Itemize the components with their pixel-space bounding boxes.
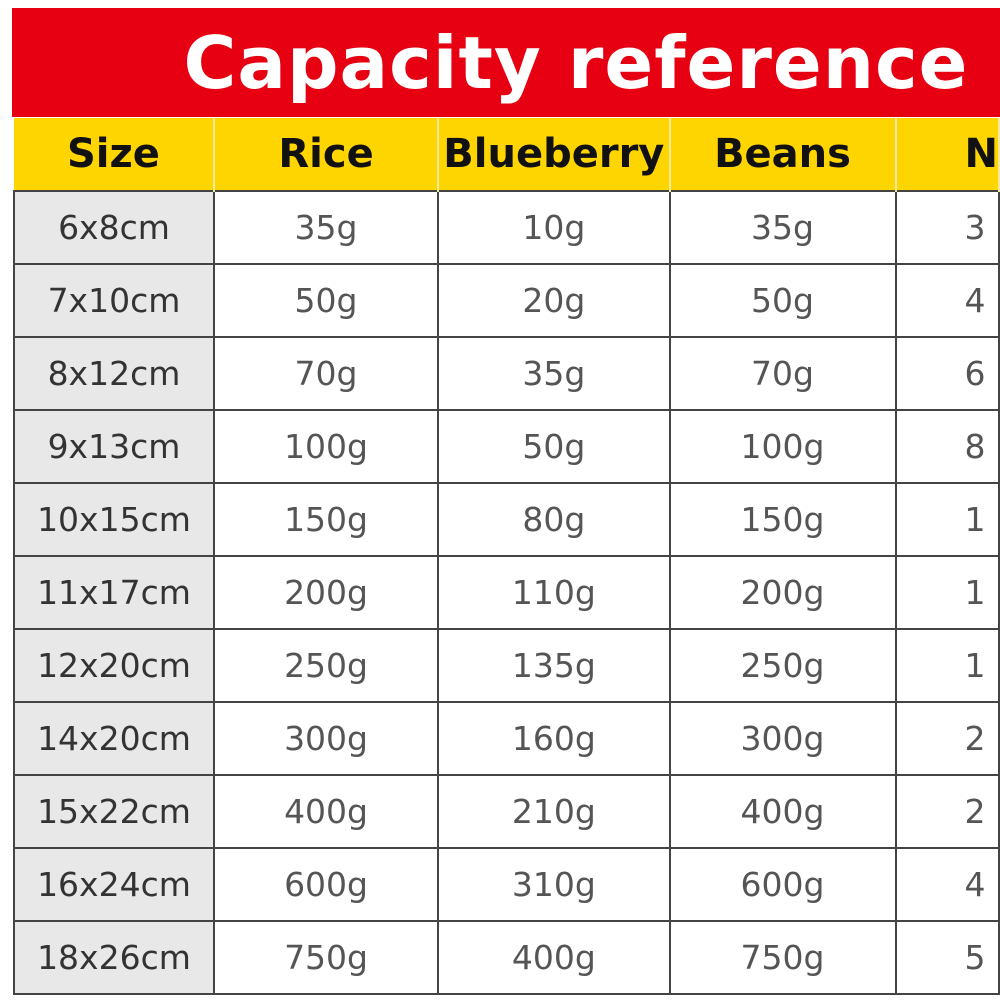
table-row: 18x26cm 750g 400g 750g 5	[13, 920, 1000, 995]
capacity-cell: 250g	[212, 628, 440, 703]
capacity-cell: 35g	[668, 190, 897, 265]
capacity-cell: 300g	[212, 701, 440, 776]
capacity-cell: 8	[894, 409, 1000, 484]
table-row: 9x13cm 100g 50g 100g 8	[13, 409, 1000, 484]
size-cell: 9x13cm	[13, 409, 215, 484]
capacity-cell: 70g	[212, 336, 440, 411]
capacity-cell: 310g	[437, 847, 671, 922]
capacity-cell: 3	[894, 190, 1000, 265]
column-header: N	[895, 118, 1000, 191]
column-header: Beans	[669, 118, 897, 191]
capacity-cell: 400g	[437, 920, 671, 995]
table-row: 16x24cm 600g 310g 600g 4	[13, 847, 1000, 922]
capacity-cell: 100g	[212, 409, 440, 484]
capacity-cell: 160g	[437, 701, 671, 776]
capacity-cell: 35g	[212, 190, 440, 265]
capacity-cell: 110g	[437, 555, 671, 630]
capacity-cell: 4	[894, 847, 1000, 922]
capacity-cell: 100g	[668, 409, 897, 484]
column-header: Size	[14, 118, 215, 191]
capacity-cell: 1	[894, 628, 1000, 703]
capacity-cell: 35g	[437, 336, 671, 411]
size-cell: 14x20cm	[13, 701, 215, 776]
capacity-cell: 150g	[212, 482, 440, 557]
capacity-cell: 400g	[212, 774, 440, 849]
capacity-table: Size Rice Blueberry Beans N 6x8cm 35g 10g 35g 3 7…	[13, 118, 1000, 995]
capacity-cell: 150g	[668, 482, 897, 557]
capacity-cell: 1	[894, 482, 1000, 557]
table-row: 10x15cm 150g 80g 150g 1	[13, 482, 1000, 557]
table-row: 6x8cm 35g 10g 35g 3	[13, 190, 1000, 265]
capacity-cell: 20g	[437, 263, 671, 338]
table-row: 12x20cm 250g 135g 250g 1	[13, 628, 1000, 703]
capacity-cell: 70g	[668, 336, 897, 411]
size-cell: 10x15cm	[13, 482, 215, 557]
capacity-cell: 50g	[437, 409, 671, 484]
title-banner: Capacity reference	[12, 8, 1000, 117]
capacity-cell: 10g	[437, 190, 671, 265]
header-row: Size Rice Blueberry Beans N	[14, 118, 1000, 191]
page-title: Capacity reference	[183, 20, 969, 105]
capacity-cell: 400g	[668, 774, 897, 849]
size-cell: 16x24cm	[13, 847, 215, 922]
capacity-cell: 250g	[668, 628, 897, 703]
capacity-cell: 2	[894, 701, 1000, 776]
capacity-cell: 50g	[212, 263, 440, 338]
capacity-cell: 4	[894, 263, 1000, 338]
table-row: 7x10cm 50g 20g 50g 4	[13, 263, 1000, 338]
size-cell: 18x26cm	[13, 920, 215, 995]
capacity-cell: 50g	[668, 263, 897, 338]
column-header: Blueberry	[438, 118, 671, 191]
capacity-cell: 200g	[212, 555, 440, 630]
capacity-cell: 5	[894, 920, 1000, 995]
capacity-cell: 80g	[437, 482, 671, 557]
capacity-cell: 300g	[668, 701, 897, 776]
capacity-cell: 200g	[668, 555, 897, 630]
capacity-cell: 6	[894, 336, 1000, 411]
column-header: Rice	[213, 118, 440, 191]
table-row: 11x17cm 200g 110g 200g 1	[13, 555, 1000, 630]
size-cell: 7x10cm	[13, 263, 215, 338]
table-row: 14x20cm 300g 160g 300g 2	[13, 701, 1000, 776]
capacity-cell: 210g	[437, 774, 671, 849]
size-cell: 12x20cm	[13, 628, 215, 703]
table-row: 15x22cm 400g 210g 400g 2	[13, 774, 1000, 849]
capacity-cell: 600g	[212, 847, 440, 922]
size-cell: 8x12cm	[13, 336, 215, 411]
table-row: 8x12cm 70g 35g 70g 6	[13, 336, 1000, 411]
capacity-cell: 750g	[668, 920, 897, 995]
size-cell: 11x17cm	[13, 555, 215, 630]
capacity-cell: 600g	[668, 847, 897, 922]
capacity-cell: 2	[894, 774, 1000, 849]
size-cell: 15x22cm	[13, 774, 215, 849]
size-cell: 6x8cm	[13, 190, 215, 265]
capacity-cell: 1	[894, 555, 1000, 630]
capacity-cell: 750g	[212, 920, 440, 995]
capacity-cell: 135g	[437, 628, 671, 703]
